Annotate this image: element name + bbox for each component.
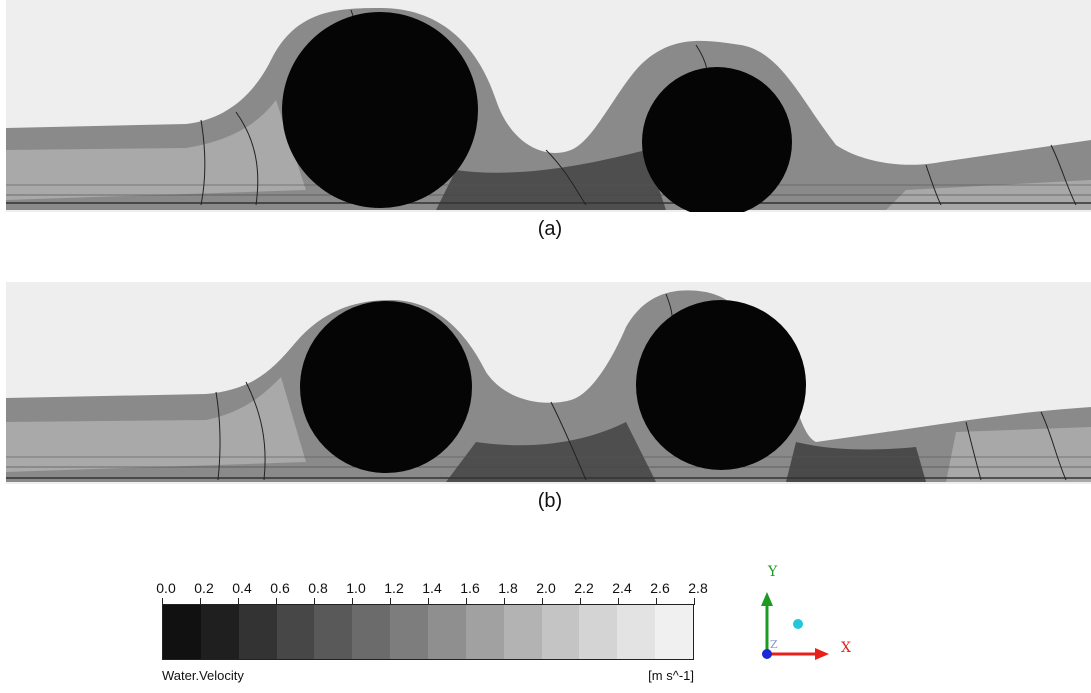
legend-tick-mark — [580, 598, 581, 605]
legend-color-cell — [200, 605, 239, 659]
caption-a: (a) — [537, 218, 563, 240]
legend-tick-mark — [618, 598, 619, 605]
axes-triad-icon — [761, 592, 829, 660]
legend-color-cell — [503, 605, 542, 659]
legend-tick-label: 2.6 — [650, 580, 670, 596]
legend-color-cell — [579, 605, 618, 659]
legend-tick-mark — [162, 598, 163, 605]
legend-tick-label: 1.6 — [460, 580, 480, 596]
legend-tick-mark — [694, 598, 695, 605]
x-axis-label: X — [841, 640, 851, 656]
legend-color-cell — [238, 605, 277, 659]
legend-color-cell — [465, 605, 504, 659]
legend-tick-label: 1.2 — [384, 580, 404, 596]
legend-tick-mark — [428, 598, 429, 605]
velocity-field-b — [6, 282, 1091, 484]
z-axis-label: Z — [770, 638, 778, 651]
simulation-panel-a — [6, 0, 1091, 212]
legend-color-cell — [655, 605, 694, 659]
legend-color-cell — [163, 605, 201, 659]
legend-tick-label: 0.4 — [232, 580, 252, 596]
velocity-legend: 0.0 0.2 0.4 0.6 0.8 1.0 1.2 1.4 1.6 1.8 2.0 2.2 2.4 2… — [156, 580, 722, 690]
legend-tick-label: 2.0 — [536, 580, 556, 596]
axes-triad: Y X Z — [755, 562, 865, 672]
cylinder-left-a — [282, 12, 478, 208]
legend-tick-label: 1.0 — [346, 580, 366, 596]
legend-color-cell — [276, 605, 315, 659]
legend-color-cell — [314, 605, 353, 659]
y-axis-label: Y — [768, 564, 778, 580]
legend-tick-label: 0.8 — [308, 580, 328, 596]
cylinder-right-b — [636, 300, 806, 470]
legend-tick-mark — [352, 598, 353, 605]
legend-tick-label: 0.0 — [156, 580, 176, 596]
legend-tick-mark — [276, 598, 277, 605]
legend-tick-mark — [314, 598, 315, 605]
cylinder-left-b — [300, 301, 472, 473]
simulation-panel-b — [6, 282, 1091, 484]
caption-b: (b) — [537, 490, 563, 512]
velocity-field-a — [6, 0, 1091, 212]
legend-tick-label: 0.6 — [270, 580, 290, 596]
z-axis-dot — [762, 649, 772, 659]
legend-tick-mark — [466, 598, 467, 605]
cylinder-right-a — [642, 67, 792, 212]
legend-color-cell — [428, 605, 466, 659]
legend-tick-label: 1.4 — [422, 580, 442, 596]
legend-tick-mark — [504, 598, 505, 605]
legend-tick-mark — [656, 598, 657, 605]
marker-dot — [793, 619, 803, 629]
legend-color-cell — [541, 605, 580, 659]
legend-colorbar — [162, 604, 694, 660]
legend-tick-label: 2.4 — [612, 580, 632, 596]
legend-unit-label: [m s^-1] — [648, 668, 694, 683]
legend-color-cell — [390, 605, 429, 659]
legend-color-cell — [352, 605, 391, 659]
legend-tick-mark — [390, 598, 391, 605]
legend-color-cell — [617, 605, 656, 659]
legend-tick-mark — [542, 598, 543, 605]
legend-tick-label: 2.8 — [688, 580, 708, 596]
legend-tick-label: 0.2 — [194, 580, 214, 596]
legend-variable-label: Water.Velocity — [162, 668, 244, 683]
legend-tick-label: 2.2 — [574, 580, 594, 596]
legend-tick-mark — [200, 598, 201, 605]
legend-tick-label: 1.8 — [498, 580, 518, 596]
legend-tick-mark — [238, 598, 239, 605]
